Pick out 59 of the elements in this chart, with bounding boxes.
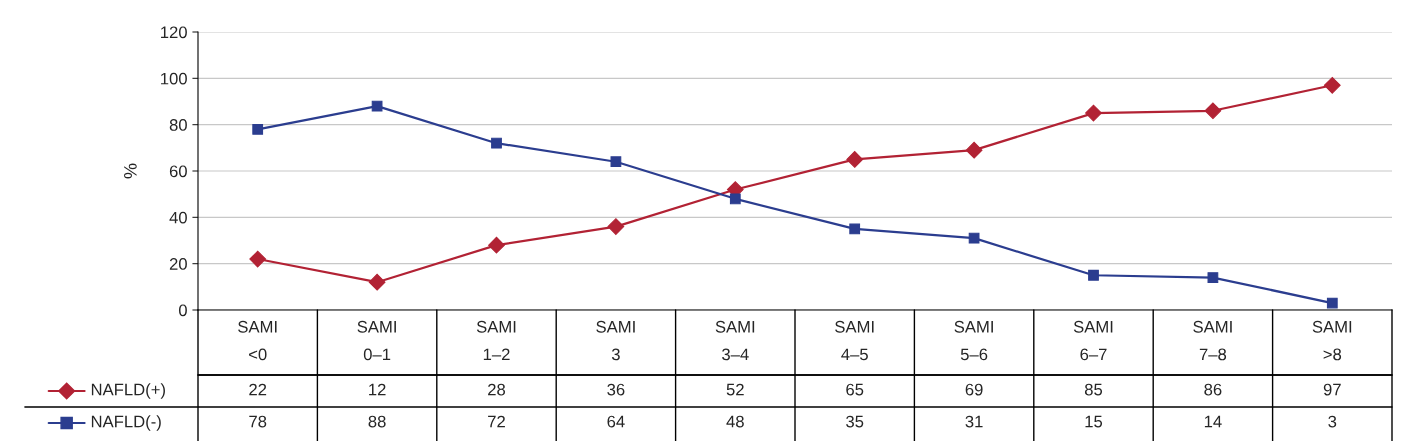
y-tick-label: 120 [161,26,187,39]
point [252,123,264,135]
x-tick-label: SAMI <0 [238,320,277,361]
point [610,156,622,168]
point [968,232,980,244]
data-label: 85 [1084,383,1103,396]
data-label: 88 [368,415,386,428]
point [1326,297,1338,309]
point [1088,269,1099,281]
data-label: 15 [1085,415,1103,428]
data-label: 28 [488,383,506,396]
point [368,273,386,291]
data-label: 3 [1328,415,1337,428]
data-label: 52 [726,383,744,396]
y-tick-label: 40 [169,211,187,224]
legend-label: NAFLD(+) [91,383,165,399]
data-label: 14 [1204,415,1222,428]
y-tick-label: 20 [169,258,187,270]
point [729,193,741,205]
y-tick-label: 100 [161,72,187,85]
point [1323,76,1341,94]
data-label: 72 [488,415,505,428]
point [965,141,983,159]
x-tick-label: SAMI 1–2 [476,320,516,361]
y-tick-label: 0 [178,304,187,317]
data-label: 97 [1323,383,1341,396]
data-label: 31 [965,415,983,428]
point [1207,272,1219,283]
x-tick-label: SAMI 7–8 [1193,320,1232,361]
data-label: 86 [1204,383,1222,396]
x-tick-label: SAMI 3–4 [715,320,755,361]
point [371,100,383,112]
point [1204,102,1222,120]
data-label: 65 [846,383,864,396]
legend-label: NAFLD(-) [91,415,161,431]
data-label: 69 [965,383,983,396]
point [249,250,267,268]
point [846,151,864,168]
y-tick-label: 60 [169,165,187,178]
x-tick-label: SAMI 5–6 [954,320,993,361]
point [1085,104,1102,122]
x-tick-label: SAMI >8 [1312,320,1352,361]
x-tick-label: SAMI 0–1 [357,320,396,361]
point [849,223,861,235]
x-tick-label: SAMI 6–7 [1073,320,1113,361]
data-label: 22 [249,383,267,396]
data-label: 48 [726,415,744,428]
point [607,218,625,235]
x-tick-label: SAMI 3 [596,320,635,361]
data-label: 64 [607,415,625,428]
data-label: 78 [249,415,267,428]
point [491,137,502,149]
data-label: 12 [369,383,386,396]
x-tick-label: SAMI 4–5 [835,320,874,361]
data-label: 36 [607,383,625,396]
y-axis-title: % [124,163,137,179]
data-label: 35 [846,415,864,428]
y-tick-label: 80 [169,119,187,131]
point [488,236,505,254]
